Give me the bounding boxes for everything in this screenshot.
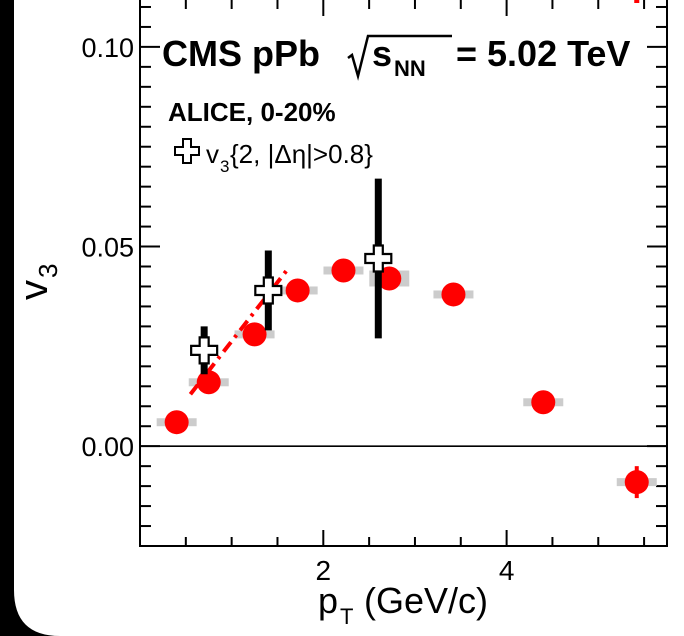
axis-ticks — [139, 0, 667, 546]
x-axis-label-p: p — [318, 580, 338, 621]
cms-series — [164, 0, 649, 499]
title-experiment: CMS pPb — [162, 33, 320, 74]
y-tick-label: 0.10 — [81, 33, 134, 63]
cms-point — [624, 470, 649, 495]
tick-labels: 2 4 0.10 0.05 0.00 — [81, 33, 514, 586]
cms-point — [441, 282, 466, 307]
y-tick-label: 0.00 — [81, 432, 134, 462]
plot-frame — [139, 0, 668, 547]
legend: ALICE, 0-20% v 3 {2, |Δη|>0.8} — [168, 97, 373, 176]
x-tick-label: 2 — [316, 555, 332, 586]
cms-point — [285, 278, 310, 303]
x-axis-label: p T (GeV/c) — [318, 580, 488, 629]
alice-point — [364, 244, 393, 273]
title-energy: = 5.02 TeV — [456, 33, 630, 74]
y-axis-label-v: v — [12, 280, 56, 300]
y-axis-label-sub: 3 — [33, 264, 63, 278]
legend-header: ALICE, 0-20% — [168, 97, 336, 127]
legend-entry-v: v — [206, 139, 219, 169]
legend-cross-marker — [174, 138, 200, 164]
title-sqrt-s: s — [372, 33, 392, 74]
cms-point — [531, 390, 556, 415]
chart-background — [14, 0, 684, 636]
alice-point — [190, 336, 219, 365]
cms-point — [164, 410, 189, 435]
cms-point — [242, 322, 267, 347]
alice-point — [254, 276, 283, 305]
cms-point — [331, 258, 356, 283]
legend-entry-sub: 3 — [220, 157, 229, 176]
title-sqrt-sub: NN — [394, 56, 426, 81]
y-tick-label: 0.05 — [81, 233, 134, 263]
x-tick-label: 4 — [499, 555, 515, 586]
sqrt-symbol — [347, 34, 452, 81]
alice-series — [190, 178, 393, 375]
y-axis-label: v 3 — [12, 264, 63, 300]
x-axis-label-unit: (GeV/c) — [364, 580, 488, 621]
legend-entry-text: {2, |Δη|>0.8} — [230, 139, 373, 169]
cms-point — [196, 370, 221, 395]
x-axis-label-sub: T — [340, 604, 353, 629]
chart-title: CMS pPb s NN = 5.02 TeV — [162, 33, 630, 81]
